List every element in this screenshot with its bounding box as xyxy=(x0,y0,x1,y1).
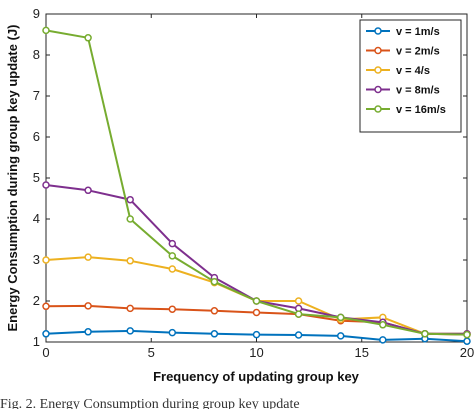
data-point xyxy=(168,239,177,248)
legend-label: v = 8m/s xyxy=(396,85,440,97)
data-point xyxy=(168,265,177,273)
legend-label: v = 16m/s xyxy=(396,104,446,116)
legend-item: v = 4/s xyxy=(366,65,430,77)
data-point xyxy=(210,330,219,338)
data-point xyxy=(84,302,92,310)
legend-label: v = 4/s xyxy=(396,65,430,77)
series-5 xyxy=(42,26,471,339)
y-axis-label: Energy Consumption during group key upda… xyxy=(5,25,20,332)
legend-label: v = 1m/s xyxy=(396,26,440,38)
data-point xyxy=(126,327,134,335)
data-point xyxy=(84,253,92,261)
x-tick-label: 10 xyxy=(249,345,263,360)
legend-item: v = 16m/s xyxy=(366,104,446,116)
data-point xyxy=(84,186,92,195)
data-point xyxy=(168,305,177,313)
legend-item: v = 2m/s xyxy=(366,46,440,58)
legend-marker xyxy=(374,27,382,35)
y-tick-label: 1 xyxy=(33,334,40,349)
y-tick-label: 9 xyxy=(33,6,40,21)
legend-box xyxy=(359,19,462,133)
x-axis: 0 5 10 15 20 xyxy=(42,14,474,360)
data-point xyxy=(42,302,50,311)
data-point xyxy=(252,330,261,339)
data-point xyxy=(252,297,261,305)
data-point xyxy=(210,307,219,315)
data-point xyxy=(379,336,387,344)
data-point xyxy=(379,321,387,329)
y-tick-label: 8 xyxy=(33,47,40,62)
data-point xyxy=(126,195,134,204)
y-tick-label: 5 xyxy=(33,170,40,185)
legend-marker xyxy=(374,105,382,113)
data-point xyxy=(168,328,177,337)
x-axis-label: Frequency of updating group key xyxy=(153,369,360,384)
y-tick-label: 4 xyxy=(33,211,40,226)
data-point xyxy=(463,337,471,345)
data-point xyxy=(294,310,303,318)
y-tick-label: 2 xyxy=(33,293,40,308)
data-point xyxy=(126,215,134,223)
data-point xyxy=(463,330,471,339)
data-point xyxy=(84,34,92,42)
data-point xyxy=(336,313,345,322)
data-point xyxy=(294,297,303,305)
series-layer xyxy=(42,26,471,345)
data-point xyxy=(126,304,134,313)
x-tick-label: 15 xyxy=(355,345,369,360)
legend-item: v = 1m/s xyxy=(366,26,440,38)
data-point xyxy=(84,328,92,336)
data-point xyxy=(294,331,303,339)
data-point xyxy=(42,181,50,189)
data-point xyxy=(42,330,50,338)
data-point xyxy=(168,252,177,260)
y-tick-label: 6 xyxy=(33,129,40,144)
legend-marker xyxy=(374,66,382,74)
legend: v = 1m/s v = 2m/s v = 4/s v = 8m/s v = 16m/s xyxy=(359,19,462,133)
data-point xyxy=(252,308,261,317)
x-tick-label: 5 xyxy=(148,345,155,360)
legend-label: v = 2m/s xyxy=(396,46,440,58)
x-tick-label: 0 xyxy=(42,345,49,360)
y-tick-label: 3 xyxy=(33,252,40,267)
figure-caption: Fig. 2. Energy Consumption during group … xyxy=(0,397,300,409)
data-point xyxy=(421,330,429,338)
y-tick-label: 7 xyxy=(33,88,40,103)
x-tick-label: 20 xyxy=(460,345,474,360)
data-point xyxy=(42,26,50,35)
legend-marker xyxy=(374,46,382,55)
legend-marker xyxy=(374,85,382,94)
data-point xyxy=(210,277,219,286)
y-axis: 1 2 3 4 5 6 7 8 9 xyxy=(33,6,467,349)
data-point xyxy=(336,332,345,340)
legend-item: v = 8m/s xyxy=(366,85,440,97)
data-point xyxy=(126,257,134,265)
data-point xyxy=(42,256,50,264)
